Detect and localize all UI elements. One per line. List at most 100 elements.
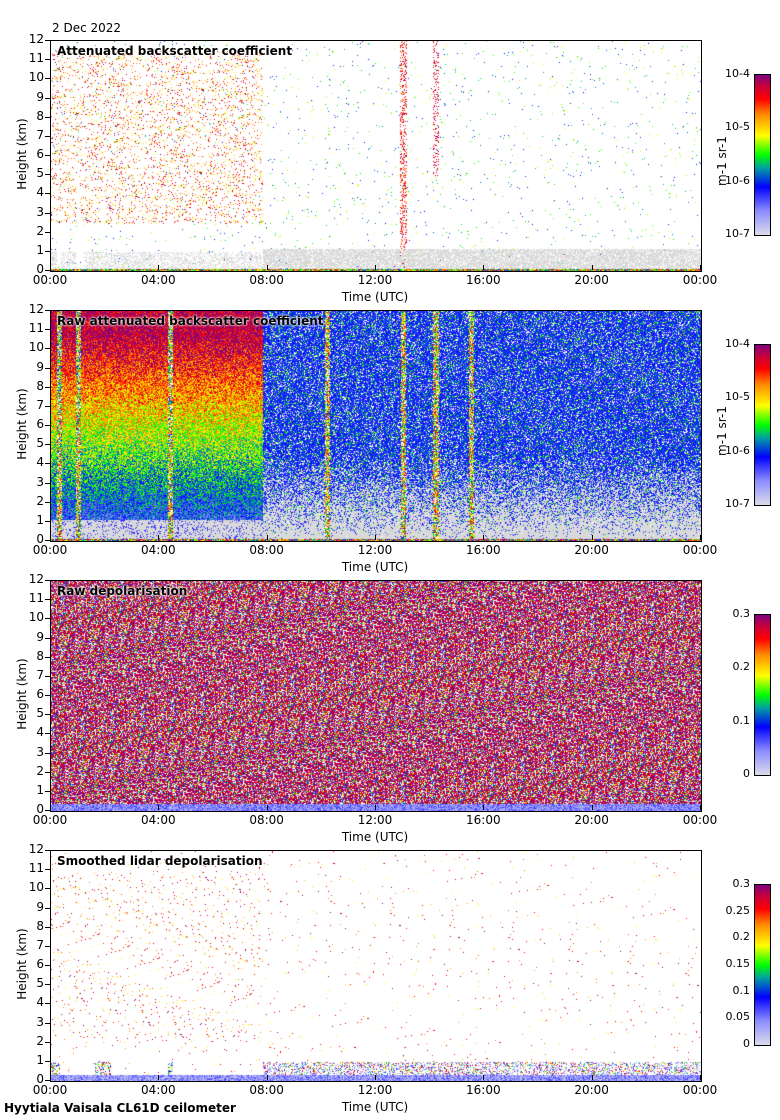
y-tick-label: 2	[36, 1033, 44, 1048]
x-tick-mark	[375, 265, 376, 270]
colorbar-tick-label: 0.05	[725, 1010, 751, 1024]
y-tick-label: 0	[36, 802, 44, 816]
y-tick-label: 10	[28, 610, 44, 625]
y-tick-label: 12	[28, 302, 44, 316]
heatmap-3	[51, 581, 701, 811]
y-tick-mark	[45, 329, 50, 331]
y-tick-mark	[45, 1080, 50, 1081]
colorbar-tick-label: 0.3	[732, 877, 751, 890]
x-tick-label: 00:00	[682, 273, 718, 287]
x-tick-mark	[158, 805, 160, 810]
x-tick-label: 16:00	[466, 273, 501, 287]
plot-title: Smoothed lidar depolarisation	[57, 854, 263, 868]
y-tick-label: 5	[36, 166, 44, 181]
x-tick-label: 00:00	[32, 813, 68, 827]
plot-area-4: Smoothed lidar depolarisation	[50, 850, 702, 1082]
y-tick-label: 6	[36, 417, 44, 431]
x-tick-label: 04:00	[141, 813, 176, 827]
plot-title: Raw attenuated backscatter coefficient	[57, 314, 324, 328]
x-tick-label: 16:00	[466, 543, 501, 557]
y-tick-mark	[45, 270, 50, 271]
x-tick-label: 12:00	[357, 813, 393, 827]
date-label: 2 Dec 2022	[52, 21, 122, 35]
y-tick-label: 6	[36, 687, 44, 701]
y-tick-label: 8	[36, 378, 44, 393]
y-tick-label: 3	[36, 1014, 44, 1029]
y-tick-mark	[45, 733, 50, 735]
heatmap-4	[51, 851, 701, 1081]
y-tick-mark	[45, 1041, 50, 1043]
y-tick-mark	[45, 695, 50, 696]
x-tick-mark	[483, 1075, 485, 1080]
x-tick-mark	[50, 1075, 51, 1080]
y-tick-label: 10	[28, 340, 44, 355]
x-tick-label: 00:00	[32, 543, 68, 557]
colorbar-tick-label: 10-4	[725, 67, 750, 80]
colorbar-tick-label: 0	[743, 1037, 750, 1050]
y-tick-mark	[45, 810, 50, 811]
y-tick-mark	[45, 463, 50, 465]
y-tick-label: 0	[36, 532, 44, 546]
x-tick-label: 08:00	[249, 273, 284, 287]
plot-title: Attenuated backscatter coefficient	[57, 44, 293, 58]
x-tick-label: 20:00	[574, 273, 609, 287]
y-tick-mark	[45, 850, 50, 851]
y-tick-label: 10	[28, 880, 44, 895]
y-tick-mark	[45, 1003, 50, 1005]
y-tick-mark	[45, 984, 50, 986]
y-tick-label: 8	[36, 918, 44, 933]
y-tick-label: 6	[36, 147, 44, 161]
y-tick-label: 3	[36, 744, 44, 759]
y-tick-mark	[45, 656, 50, 658]
plot-area-3: Raw depolarisation	[50, 580, 702, 812]
heatmap-1	[51, 41, 701, 271]
x-tick-label: 12:00	[357, 543, 393, 557]
y-tick-mark	[45, 752, 50, 754]
y-tick-mark	[45, 231, 50, 233]
y-tick-label: 5	[36, 436, 44, 451]
x-tick-mark	[158, 535, 160, 540]
colorbar-tick-label: 10-7	[725, 227, 750, 240]
x-tick-mark	[591, 265, 593, 270]
colorbar	[754, 614, 771, 776]
x-tick-mark	[591, 1075, 593, 1080]
y-tick-mark	[45, 386, 50, 388]
x-axis-label: Time (UTC)	[341, 290, 409, 304]
y-tick-label: 11	[28, 51, 44, 66]
y-tick-mark	[45, 599, 50, 601]
y-tick-label: 11	[28, 321, 44, 336]
y-tick-label: 12	[28, 572, 44, 586]
y-tick-label: 1	[36, 1052, 44, 1067]
colorbar-unit-label: m-1 sr-1	[715, 136, 729, 186]
x-tick-label: 00:00	[32, 1083, 68, 1097]
y-tick-mark	[45, 250, 50, 252]
colorbar-tick-label: 0.2	[732, 930, 751, 944]
x-tick-mark	[158, 265, 160, 270]
y-tick-label: 9	[36, 899, 44, 914]
x-tick-mark	[266, 265, 268, 270]
y-tick-mark	[45, 790, 50, 792]
x-tick-label: 08:00	[249, 543, 284, 557]
colorbar-tick-label: 0.1	[732, 983, 751, 997]
y-axis-label: Height (km)	[15, 388, 29, 460]
y-tick-label: 11	[28, 591, 44, 606]
x-tick-label: 12:00	[357, 1083, 393, 1097]
x-tick-mark	[483, 265, 485, 270]
colorbar-tick-label: 0.2	[732, 660, 751, 674]
colorbar-tick-label: 10-6	[725, 443, 750, 457]
y-tick-label: 7	[36, 667, 44, 682]
y-tick-mark	[45, 580, 50, 581]
colorbar-tick-label: 0.25	[725, 903, 751, 917]
plot-title: Raw depolarisation	[57, 584, 188, 598]
y-tick-label: 9	[36, 89, 44, 104]
instrument-label: Hyytiala Vaisala CL61D ceilometer	[4, 1101, 236, 1115]
x-tick-label: 08:00	[249, 813, 284, 827]
x-tick-label: 00:00	[32, 273, 68, 287]
y-tick-label: 8	[36, 648, 44, 663]
x-tick-label: 04:00	[141, 1083, 176, 1097]
x-axis-label: Time (UTC)	[341, 830, 409, 844]
y-tick-label: 1	[36, 782, 44, 797]
x-tick-label: 12:00	[357, 273, 393, 287]
colorbar	[754, 344, 771, 506]
x-tick-mark	[158, 1075, 160, 1080]
